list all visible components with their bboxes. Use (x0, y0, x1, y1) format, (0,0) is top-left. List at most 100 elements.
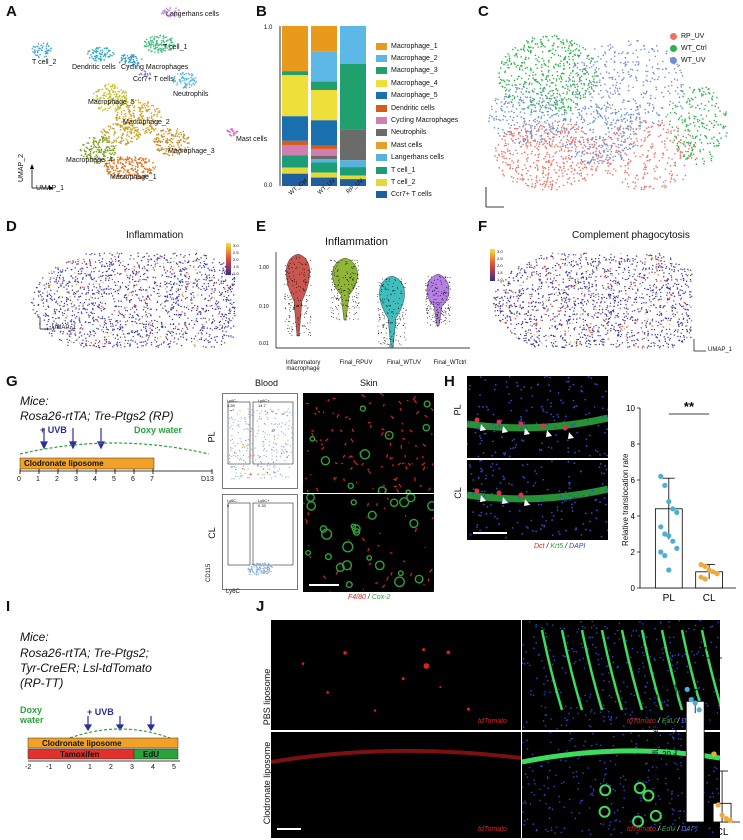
panel-label-g: G (6, 373, 18, 390)
cluster-label-dendritic: Dendritic cells (72, 64, 116, 71)
violin-body (286, 253, 310, 337)
complement-umap (492, 252, 706, 352)
g-flow-pl (222, 393, 298, 489)
j-ml2-blue: DAPI (681, 826, 698, 833)
legend-swatch (376, 104, 387, 112)
i-genotype-2: Tyr-CreER; Lsl-tdTomato (20, 661, 152, 675)
arrowhead-icon (568, 432, 574, 439)
bar-ytick: 4 (631, 512, 636, 521)
inflammation-colorbar: 3.0 2.5 2.0 1.5 1.0 (226, 243, 239, 276)
j-scale-bar (277, 828, 301, 830)
inflammation-violin: 1.00 0.10 0.01 (259, 252, 470, 349)
j-cl-tdtomato-image (271, 732, 521, 838)
panel-label-i: I (6, 598, 11, 615)
legend-item: Macrophage_1 (376, 40, 458, 52)
condition-legend: RP_UV WT_Ctrl WT_UV (670, 30, 707, 67)
legend-swatch (376, 166, 387, 174)
g-timeline (19, 428, 213, 474)
arrowhead-icon (502, 426, 508, 433)
i-day-tick: 3 (130, 764, 134, 771)
inflammation-umap (30, 252, 236, 349)
data-point (670, 506, 676, 512)
cluster-label-cycling-mac: Cycling Macrophages (121, 64, 189, 71)
umap-a-xlabel: UMAP_1 (36, 185, 65, 192)
stack-ytick-top: 1.0 (264, 25, 273, 31)
arrowhead-icon (480, 424, 486, 431)
g-gate-cl-left: Ly6C- 0 (227, 498, 238, 508)
stack-legend: Macrophage_1 Macrophage_2 Macrophage_3 Macr… (376, 40, 458, 201)
panel-label-e: E (256, 218, 267, 235)
g-stain-red: F4/80 (348, 594, 366, 601)
arrowhead-icon (502, 497, 508, 504)
g-day-tick: 4 (93, 476, 97, 483)
legend-swatch (376, 92, 387, 100)
data-point (666, 567, 672, 573)
legend-label: T cell_2 (391, 178, 416, 186)
g-skin-header: Skin (360, 378, 378, 388)
g-uvb-label: + UVB (40, 425, 67, 435)
j-pbs-tdtomato-image (271, 620, 521, 730)
h-scale-bar (473, 532, 507, 534)
legend-swatch (376, 79, 387, 87)
h-skin-pl-image (467, 376, 608, 458)
umap-a-ylabel: UMAP_2 (18, 153, 25, 182)
legend-label: Neutrophils (391, 129, 427, 137)
h-row-pl: PL (452, 404, 463, 416)
bar (685, 700, 705, 823)
violin-xlabel-3: Final_WTctrl (433, 360, 467, 366)
legend-item: Mast cells (376, 139, 458, 151)
data-point (714, 571, 720, 577)
bar-ytick: 2 (631, 548, 636, 557)
g-day-tick: 5 (112, 476, 116, 483)
g-scale-bar (309, 584, 339, 586)
violin-ytick-1: 1.00 (259, 265, 269, 271)
data-point (702, 576, 708, 582)
j-label-tdt-2: tdTomato (478, 826, 507, 833)
data-point (670, 538, 676, 544)
panel-label-f: F (478, 218, 488, 235)
panel-d-title: Inflammation (126, 230, 184, 241)
panel-label-h: H (444, 373, 455, 390)
legend-item: Macrophage_4 (376, 77, 458, 89)
panel-e-title: Inflammation (325, 236, 388, 248)
legend-wt-uv: WT_UV (681, 57, 706, 65)
panel-label-j: J (256, 598, 265, 615)
cbd-t2: 2.0 (233, 257, 239, 262)
h-stain-legend: Dct / Krt5 / DAPI (534, 543, 586, 550)
g-cd115-axis: CD115 (206, 563, 212, 582)
violin-ytick-3: 0.01 (259, 341, 269, 347)
i-day-tick: 1 (88, 764, 92, 771)
g-day-tick: D13 (201, 476, 214, 483)
cluster-label-mast: Mast cells (236, 136, 268, 143)
arrowhead-icon (546, 430, 552, 437)
g-day-tick: 6 (131, 476, 135, 483)
i-timeline (27, 716, 180, 762)
cbf-t4: 1.0 (497, 277, 503, 282)
panel-label-d: D (6, 218, 17, 235)
data-point (658, 549, 664, 555)
legend-swatch (376, 55, 387, 63)
data-point (698, 574, 704, 580)
panel-f-title: Complement phagocytosis (572, 230, 690, 241)
h-ylabel: Relative translocation rate (621, 453, 630, 547)
bar-ytick: 40 (662, 682, 671, 691)
cluster-label-neutrophils: Neutrophils (173, 91, 209, 98)
cluster-label-mac3: Macrophage_3 (168, 148, 215, 155)
legend-swatch (376, 117, 387, 125)
j-ylabel: % of EdU+ melanocytes (651, 694, 660, 780)
h-stain-green: Krt5 (550, 543, 564, 550)
bar-ytick: 6 (631, 476, 636, 485)
violin-xlabel-0: Inflammatory macrophage (285, 360, 321, 372)
cluster-label-tcell1: T cell_1 (163, 44, 188, 51)
h-stain-blue: DAPI (569, 543, 586, 550)
g-ly6c-axis: Ly6C (226, 589, 240, 595)
bar-ytick: 20 (662, 750, 671, 759)
cluster-label-tcell2: T cell_2 (32, 59, 57, 66)
j-ml1-green: EdU (661, 718, 676, 725)
g-flow-cl (222, 494, 298, 590)
cluster-label-langerhans: Langerhans cells (166, 11, 219, 18)
data-point (692, 700, 698, 706)
data-point (666, 533, 672, 539)
violin-xlabel-2: Final_WTUV (386, 360, 421, 366)
g-row-pl: PL (206, 431, 217, 443)
